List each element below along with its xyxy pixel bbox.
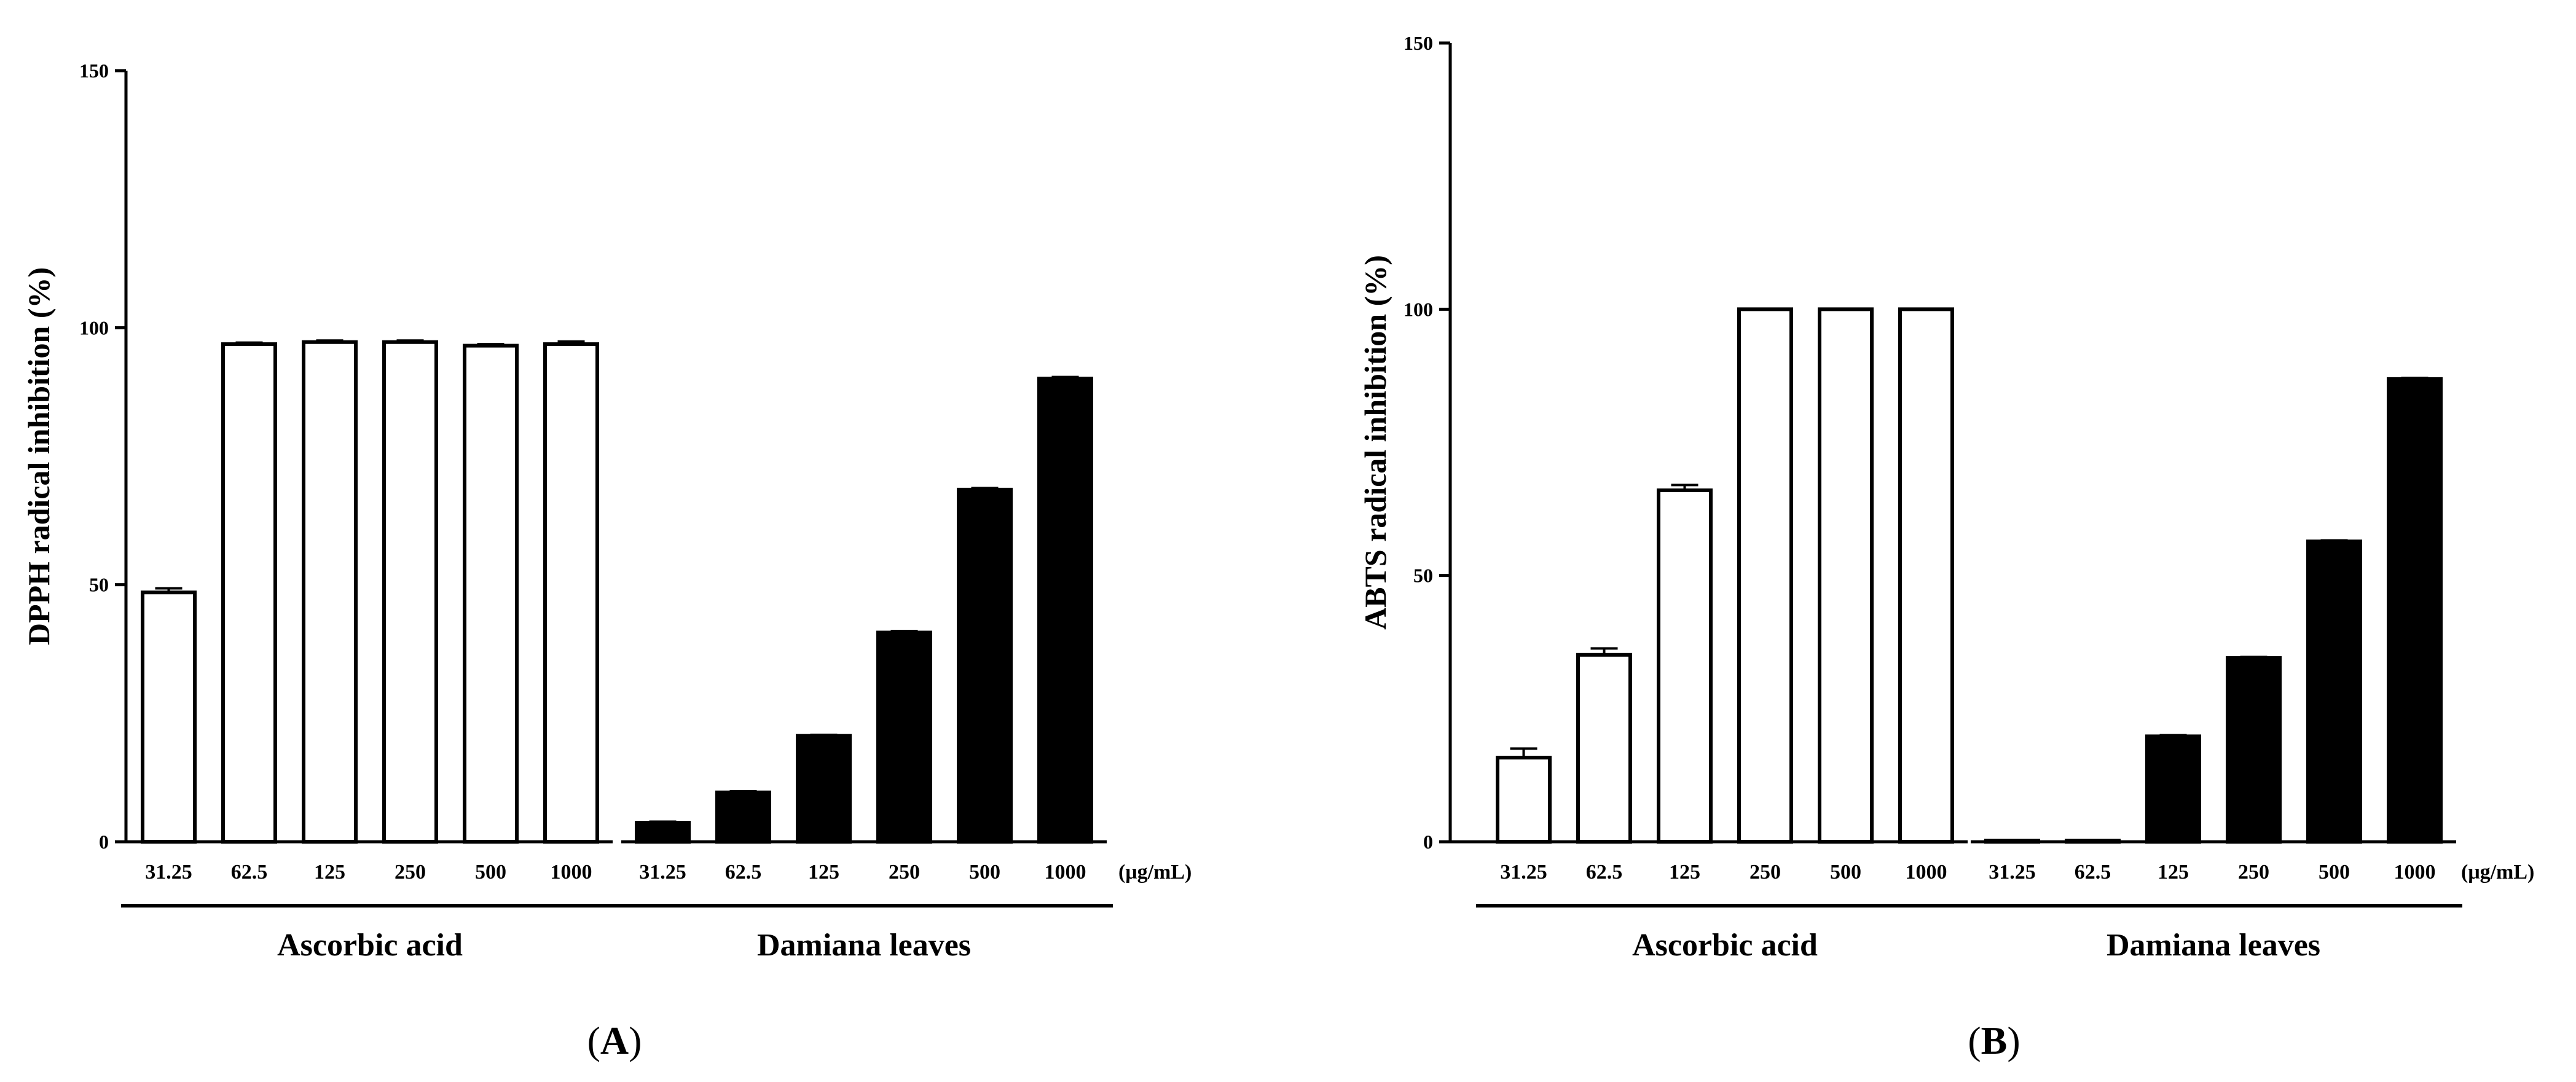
y-tick-label: 0: [99, 831, 109, 853]
bar: [2226, 656, 2282, 844]
x-tick-label: 500: [969, 861, 1000, 884]
panel-label-b: (B): [1968, 1019, 2020, 1062]
group-label: Ascorbic acid: [1632, 928, 1818, 963]
bar: [1737, 307, 1793, 844]
x-tick-label: 250: [889, 861, 920, 884]
y-tick-label: 150: [79, 60, 109, 82]
x-tick-label: 250: [395, 861, 426, 884]
x-unit-label: (μg/mL): [2461, 861, 2534, 884]
x-tick-label: 62.5: [1586, 861, 1623, 884]
y-axis-label: ABTS radical inhibition (%): [1358, 255, 1392, 630]
x-tick-label: 62.5: [725, 861, 762, 884]
bar: [2306, 539, 2362, 844]
bar: [1818, 307, 1874, 844]
x-tick-label: 31.25: [639, 861, 686, 884]
y-tick-label: 100: [79, 316, 109, 339]
bar: [2387, 377, 2443, 844]
bar: [876, 630, 932, 844]
chart-panel-a: 0 50 100 150 DPPH radical inhibition (%) 31.2…: [22, 60, 1192, 1062]
x-tick-label: 500: [475, 861, 506, 884]
x-tick-label: 62.5: [2075, 861, 2111, 884]
bar: [2145, 734, 2201, 844]
y-tick-label: 50: [89, 574, 109, 596]
bar: [1898, 307, 1954, 844]
x-tick-label: 125: [1669, 861, 1700, 884]
group-label: Ascorbic acid: [277, 928, 463, 963]
bar: [543, 342, 599, 844]
chart-panel-b: 0 50 100 150 ABTS radical inhibition (%) 31.2…: [1358, 32, 2534, 1062]
bar: [141, 590, 197, 844]
x-unit-label: (μg/mL): [1118, 861, 1192, 884]
bar: [221, 342, 277, 844]
y-tick-label: 150: [1404, 32, 1433, 54]
panel-label-a: (A): [587, 1019, 642, 1062]
bar: [463, 343, 519, 844]
bar: [1496, 756, 1552, 844]
x-tick-label: 1000: [551, 861, 592, 884]
x-tick-label: 125: [808, 861, 839, 884]
x-tick-label: 31.25: [1500, 861, 1547, 884]
bar: [635, 821, 691, 844]
bar: [715, 790, 771, 844]
bar: [382, 340, 438, 844]
x-tick-label: 31.25: [145, 861, 192, 884]
x-tick-label: 500: [1830, 861, 1861, 884]
group-label: Damiana leaves: [757, 928, 971, 963]
x-tick-label: 62.5: [231, 861, 268, 884]
group-label: Damiana leaves: [2107, 928, 2320, 963]
x-tick-label: 125: [2158, 861, 2189, 884]
x-tick-label: 1000: [1045, 861, 1086, 884]
y-tick-label: 50: [1413, 565, 1433, 587]
bar: [1576, 653, 1632, 844]
x-tick-label: 250: [2238, 861, 2269, 884]
bar: [1984, 839, 2040, 844]
bar: [796, 734, 852, 844]
x-tick-label: 250: [1749, 861, 1781, 884]
x-tick-label: 500: [2319, 861, 2350, 884]
y-tick-label: 100: [1404, 298, 1433, 320]
bar: [1037, 377, 1093, 844]
bar: [302, 340, 358, 844]
bar: [2065, 839, 2121, 844]
x-tick-label: 1000: [2394, 861, 2436, 884]
y-tick-label: 0: [1423, 831, 1433, 853]
bar: [957, 487, 1013, 844]
x-tick-label: 1000: [1906, 861, 1947, 884]
y-axis-label: DPPH radical inhibition (%): [22, 267, 56, 645]
x-tick-label: 31.25: [1989, 861, 2036, 884]
bar: [1657, 488, 1713, 844]
x-tick-label: 125: [314, 861, 345, 884]
